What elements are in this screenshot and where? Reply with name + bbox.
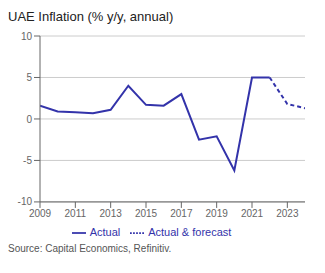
svg-text:5: 5 <box>26 72 32 83</box>
svg-text:2019: 2019 <box>206 208 229 219</box>
svg-text:10: 10 <box>21 31 33 42</box>
svg-text:-10: -10 <box>18 196 33 207</box>
svg-text:2023: 2023 <box>276 208 299 219</box>
html-text:Actual & forecast: Actual & forecast <box>148 225 232 238</box>
svg-text:-5: -5 <box>23 155 32 166</box>
svg-text:2009: 2009 <box>29 208 52 219</box>
html-text:UAE Inflation (% y/y, annual): UAE Inflation (% y/y, annual) <box>8 9 174 24</box>
svg-text:2011: 2011 <box>65 208 87 219</box>
html-text:Actual: Actual <box>89 225 121 238</box>
svg-text:2017: 2017 <box>170 208 193 219</box>
svg-text:2021: 2021 <box>241 208 264 219</box>
svg-text:0: 0 <box>26 114 32 125</box>
svg-text:2013: 2013 <box>100 208 123 219</box>
html-text:Source: Capital Economics, Ref: Source: Capital Economics, Refinitiv. <box>8 243 172 254</box>
svg-text:2015: 2015 <box>135 208 158 219</box>
